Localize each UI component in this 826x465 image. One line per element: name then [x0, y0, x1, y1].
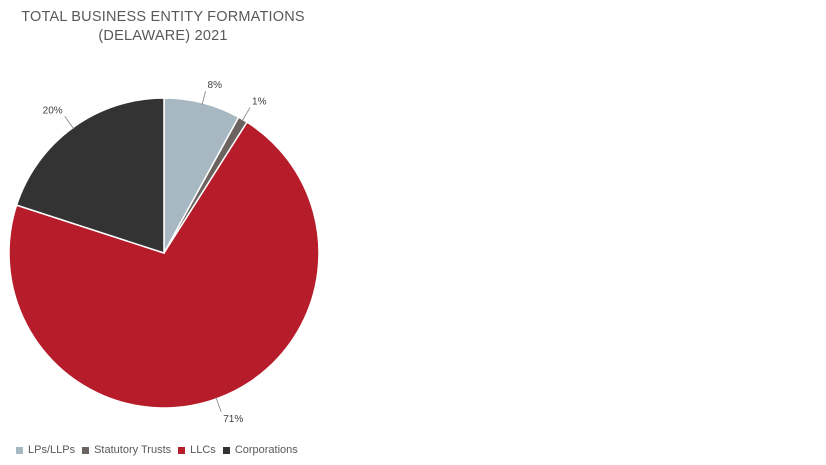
leader-line-statutory-trusts	[241, 107, 251, 122]
legend-label-llcs: LLCs	[190, 444, 216, 456]
legend-item-llcs: LLCs	[178, 444, 216, 456]
leader-line-lps-llps	[201, 91, 206, 105]
data-label-statutory-trusts: 1%	[252, 97, 267, 108]
leader-line-corporations	[64, 116, 75, 130]
legend-item-statutory-trusts: Statutory Trusts	[82, 444, 171, 456]
leader-line-llcs	[215, 396, 222, 413]
data-label-llcs: 71%	[223, 414, 243, 425]
chart-subtitle: (DELAWARE) 2021	[98, 28, 228, 44]
legend-label-corporations: Corporations	[234, 444, 298, 456]
pie-chart: 8% 1% 71% 20%	[8, 80, 320, 425]
legend-swatch-corporations	[222, 446, 230, 454]
legend-item-lps-llps: LPs/LLPs	[16, 444, 75, 456]
chart-legend: LPs/LLPs Statutory Trusts LLCs Corporati…	[16, 444, 305, 456]
legend-item-corporations: Corporations	[222, 444, 298, 456]
legend-label-statutory-trusts: Statutory Trusts	[94, 444, 172, 456]
legend-swatch-statutory-trusts	[82, 446, 90, 454]
chart-title: TOTAL BUSINESS ENTITY FORMATIONS	[21, 9, 305, 25]
data-label-lps-llps: 8%	[208, 80, 223, 91]
legend-label-lps-llps: LPs/LLPs	[28, 444, 76, 456]
data-label-corporations: 20%	[43, 105, 63, 116]
chart-title-block: TOTAL BUSINESS ENTITY FORMATIONS (DELAWA…	[0, 8, 326, 46]
legend-swatch-llcs	[178, 446, 186, 454]
legend-swatch-lps-llps	[16, 446, 23, 454]
